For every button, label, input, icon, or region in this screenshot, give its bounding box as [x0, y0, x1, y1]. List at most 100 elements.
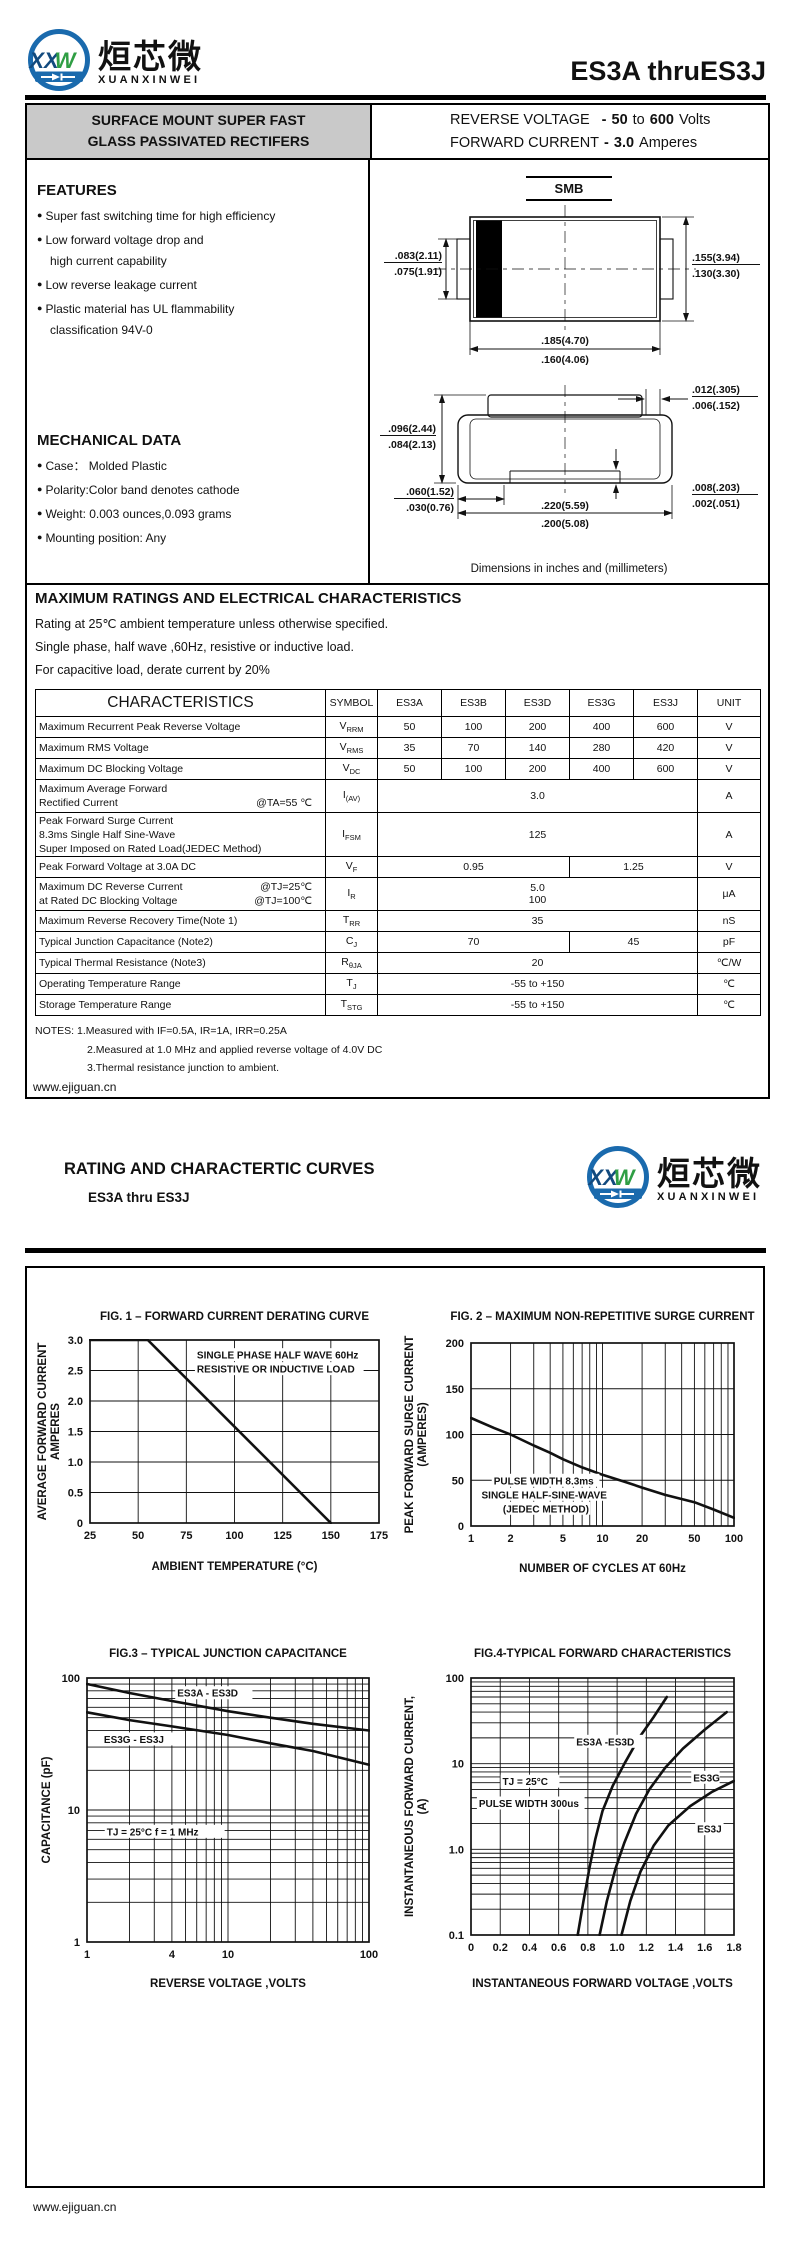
table-row: Typical Junction Capacitance (Note2) CJ 70… — [35, 931, 761, 954]
characteristic-cell: Maximum Recurrent Peak Reverse Voltage — [35, 716, 326, 739]
chart-annotation: ES3A -ES3D — [576, 1737, 634, 1748]
unit-cell: A — [697, 812, 761, 858]
characteristic-cell: Operating Temperature Range — [35, 973, 326, 996]
curves-subheading: ES3A thru ES3J — [88, 1190, 190, 1205]
bullet-icon: ● — [37, 279, 43, 290]
y-tick-label: 2.5 — [68, 1366, 83, 1378]
list-item: ● Weight: 0.003 ounces,0.093 grams — [37, 507, 232, 522]
y-tick-label: 100 — [62, 1673, 80, 1685]
characteristic-cell: Maximum RMS Voltage — [35, 737, 326, 760]
value-cell: 35 — [377, 737, 442, 760]
symbol-cell: CJ — [325, 931, 378, 954]
ratings-section: MAXIMUM RATINGS AND ELECTRICAL CHARACTER… — [27, 583, 768, 1097]
value-cell: 420 — [633, 737, 698, 760]
x-tick-label: 4 — [169, 1949, 176, 1961]
x-tick-label: 1.2 — [639, 1942, 654, 1954]
symbol-cell: VF — [325, 856, 378, 879]
unit-cell: μA — [697, 877, 761, 912]
features-list: ● Super fast switching time for high effi… — [37, 209, 360, 338]
series-es3j — [620, 1779, 735, 1936]
symbol-cell: VRMS — [325, 737, 378, 760]
x-tick-label: 10 — [222, 1949, 234, 1961]
chart-text: XX — [27, 48, 60, 73]
x-tick-label: 50 — [132, 1530, 144, 1542]
xxw-logo-icon: XXW — [27, 29, 90, 91]
chart-annotation: PULSE WIDTH 8.3ms — [494, 1476, 594, 1487]
chart-text: W — [55, 48, 78, 73]
chart-annotation: SINGLE PHASE HALF WAVE 60Hz — [197, 1351, 359, 1362]
banner-line-2: GLASS PASSIVATED RECTIFERS — [87, 133, 310, 149]
value-cell: 50 — [377, 716, 442, 739]
list-item: ● Polarity:Color band denotes cathode — [37, 483, 240, 498]
table-row: Maximum RMS Voltage VRMS 35 70 140 280 420 V — [35, 737, 761, 760]
y-axis-label: PEAK FORWARD SURGE CURRENT — [404, 1336, 416, 1534]
column-header: UNIT — [697, 689, 761, 718]
datasheet-main-box: SURFACE MOUNT SUPER FAST GLASS PASSIVATE… — [25, 103, 770, 1100]
forward-current-line: FORWARD CURRENT -3.0 Amperes — [450, 135, 698, 152]
list-item: ● Mounting position: Any — [37, 531, 167, 546]
unit-cell: ℃ — [697, 994, 761, 1017]
dimension-label: .160(4.06) — [541, 354, 589, 366]
banner-ratings: REVERSE VOLTAGE -50 to 600 Volts FORWARD CUR… — [372, 105, 768, 158]
brand-name-en: XUANXINWEI — [657, 1190, 760, 1203]
chart-annotation: TJ = 25°C f = 1 MHz — [107, 1827, 199, 1838]
x-tick-label: 0 — [468, 1942, 474, 1954]
y-tick-label: 3.0 — [68, 1335, 83, 1347]
package-section: SMB .083(2.11) .075(1.91) .155(3.94) .130(3… — [370, 160, 768, 583]
column-header: ES3B — [441, 689, 506, 718]
chart-annotation: ES3G — [693, 1773, 720, 1784]
y-tick-label: 0.5 — [68, 1488, 83, 1500]
value-cell: 70 — [377, 931, 570, 954]
x-tick-label: 5 — [560, 1533, 566, 1545]
curves-box: 25 50 75 100 125 150 175 0 0.5 1.0 1.5 2.0 2.5 3.0 FIG… — [25, 1266, 765, 2188]
chart-text: W — [614, 1165, 637, 1190]
characteristic-cell: Typical Thermal Resistance (Note3) — [35, 952, 326, 975]
figure-1: 25 50 75 100 125 150 175 0 0.5 1.0 1.5 2.0 2.5 3.0 FIG… — [32, 1300, 397, 1595]
x-tick-label: 0.8 — [580, 1942, 595, 1954]
website-link: www.ejiguan.cn — [33, 1080, 117, 1094]
column-header: SYMBOL — [325, 689, 378, 718]
chart-title: FIG. 2 – MAXIMUM NON-REPETITIVE SURGE CU… — [450, 1311, 754, 1323]
chart-svg: 0 0.2 0.4 0.6 0.8 1.0 1.2 1.4 1.6 1.8 0.1 1.0 10 100 F… — [404, 1648, 742, 1990]
chart-annotation: ES3G - ES3J — [104, 1735, 164, 1746]
x-tick-label: 100 — [725, 1533, 743, 1545]
value-cell: 200 — [505, 716, 570, 739]
value-cell: 600 — [633, 758, 698, 781]
dimension-label: .096(2.44) — [388, 423, 436, 435]
x-tick-label: 175 — [370, 1530, 388, 1542]
banner-line-1: SURFACE MOUNT SUPER FAST — [91, 112, 306, 128]
characteristic-cell: Storage Temperature Range — [35, 994, 326, 1017]
features-mechanical-column: FEATURES ● Super fast switching time for … — [27, 160, 370, 584]
dimension-label: .006(.152) — [692, 400, 740, 412]
x-tick-label: 75 — [180, 1530, 192, 1542]
chart-annotation: SINGLE HALF-SINE-WAVE — [482, 1490, 608, 1501]
y-tick-label: 150 — [446, 1384, 464, 1396]
value-cell: 100 — [441, 758, 506, 781]
series-derating — [89, 1339, 333, 1524]
table-row: Peak Forward Voltage at 3.0A DC VF 0.95 1.2… — [35, 856, 761, 879]
chart-text: XX — [586, 1165, 619, 1190]
reverse-voltage-line: REVERSE VOLTAGE -50 to 600 Volts — [450, 112, 711, 128]
list-item: ● Super fast switching time for high effi… — [37, 209, 276, 224]
package-diagram: .083(2.11) .075(1.91) .155(3.94) .130(3.30)… — [370, 203, 768, 548]
column-header: ES3J — [633, 689, 698, 718]
y-tick-label: 0.1 — [449, 1930, 464, 1942]
ratings-table: CHARACTERISTICS SYMBOL ES3A ES3B ES3D ES3G ES3… — [35, 689, 761, 1017]
figure-2: 1 2 5 10 20 50 100 0 50 100 150 200 FIG. 2 – MAXIMUM… — [399, 1300, 764, 1595]
unit-cell: V — [697, 716, 761, 739]
note-line: 2.Measured at 1.0 MHz and applied revers… — [87, 1043, 383, 1056]
y-tick-label: 100 — [446, 1673, 464, 1685]
ratings-notes: NOTES: 1.Measured with IF=0.5A, IR=1A, I… — [35, 1026, 760, 1075]
dimension-label: .030(0.76) — [406, 502, 454, 514]
table-row: Maximum Recurrent Peak Reverse Voltage VR… — [35, 716, 761, 739]
x-tick-label: 150 — [322, 1530, 340, 1542]
table-row: Operating Temperature Range TJ -55 to +150… — [35, 973, 761, 996]
note-line: 3.Thermal resistance junction to ambient… — [87, 1062, 280, 1075]
symbol-cell: IFSM — [325, 812, 378, 858]
bullet-icon: ● — [37, 532, 43, 543]
bullet-icon: ● — [37, 508, 43, 519]
y-axis-label: AVERAGE FORWARD CURRENT — [37, 1343, 49, 1521]
unit-cell: pF — [697, 931, 761, 954]
value-cell: 400 — [569, 716, 634, 739]
package-outline-svg: .083(2.11) .075(1.91) .155(3.94) .130(3.30)… — [380, 205, 760, 530]
